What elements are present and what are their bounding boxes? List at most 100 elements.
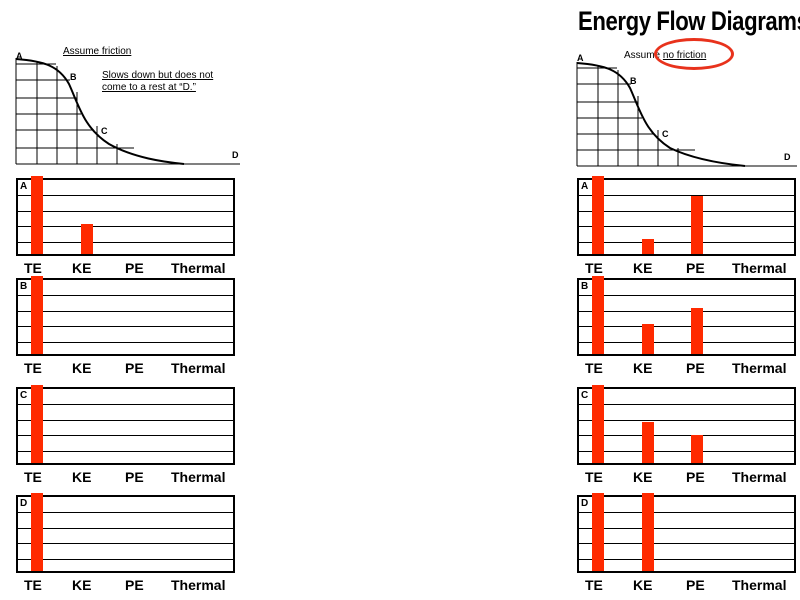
bar-ke [81,224,93,254]
friction-assumption: Assume friction [63,46,132,57]
category-label-pe: PE [686,577,705,593]
highlight-circle [654,38,734,70]
left-chart-d: D [16,493,235,573]
category-label-thermal: Thermal [732,469,787,485]
note-line-2: come to a rest at “D.” [102,82,196,93]
category-label-te: TE [24,260,42,276]
chart-panel-label: C [20,390,28,401]
chart-gridline [18,326,233,327]
chart-gridline [18,195,233,196]
chart-gridline [579,242,794,243]
right-point-c: C [662,129,669,139]
chart-gridline [579,195,794,196]
category-label-te: TE [585,360,603,376]
chart-gridline [18,420,233,421]
chart-gridline [579,326,794,327]
category-label-thermal: Thermal [732,577,787,593]
bar-ke [642,239,654,254]
chart-panel-label: C [581,390,589,401]
right-point-d: D [784,152,791,162]
chart-gridline [18,226,233,227]
left-track-curve [15,58,185,165]
chart-gridline [18,512,233,513]
bar-pe [691,308,703,354]
category-label-thermal: Thermal [171,360,226,376]
category-label-ke: KE [72,260,92,276]
category-label-te: TE [585,577,603,593]
category-label-ke: KE [72,469,92,485]
chart-panel-label: A [581,181,589,192]
note-line-1: Slows down but does not [102,70,214,81]
category-label-te: TE [24,360,42,376]
chart-gridline [579,559,794,560]
bar-te [592,385,604,463]
left-chart-c: C [16,385,235,465]
bar-te [592,493,604,571]
chart-gridline [579,435,794,436]
chart-gridline [579,451,794,452]
category-label-ke: KE [633,360,653,376]
right-point-a: A [577,53,584,63]
right-track-diagram [576,62,797,167]
bar-ke [642,324,654,354]
bar-ke [642,422,654,463]
chart-gridline [579,211,794,212]
left-track-grid [15,58,240,165]
category-label-thermal: Thermal [171,260,226,276]
category-label-te: TE [24,469,42,485]
chart-gridline [18,559,233,560]
right-point-b: B [630,76,637,86]
chart-panel-label: B [581,281,589,292]
category-label-pe: PE [686,360,705,376]
chart-gridline [579,528,794,529]
right-chart-c: C [577,385,796,465]
category-label-pe: PE [125,360,144,376]
chart-gridline [18,528,233,529]
right-chart-a: A [577,176,796,256]
bar-te [592,276,604,354]
category-label-thermal: Thermal [171,577,226,593]
right-track-grid [576,62,797,167]
chart-gridline [579,543,794,544]
chart-gridline [18,311,233,312]
chart-gridline [579,311,794,312]
bar-te [31,176,43,254]
category-label-te: TE [24,577,42,593]
chart-gridline [579,342,794,343]
bar-te [592,176,604,254]
chart-gridline [579,404,794,405]
bar-te [31,385,43,463]
chart-panel-label: D [20,498,28,509]
bar-te [31,493,43,571]
left-chart-a: A [16,176,235,256]
chart-gridline [579,226,794,227]
category-label-pe: PE [686,260,705,276]
chart-gridline [18,211,233,212]
bar-ke [642,493,654,571]
category-label-ke: KE [633,577,653,593]
left-track-diagram [15,58,240,165]
chart-gridline [18,295,233,296]
category-label-pe: PE [125,260,144,276]
chart-panel-label: D [581,498,589,509]
chart-gridline [18,404,233,405]
right-chart-d: D [577,493,796,573]
left-point-d: D [232,150,239,160]
category-label-thermal: Thermal [732,260,787,276]
chart-gridline [579,295,794,296]
chart-gridline [18,342,233,343]
chart-gridline [18,242,233,243]
category-label-ke: KE [72,360,92,376]
category-label-thermal: Thermal [732,360,787,376]
left-chart-b: B [16,276,235,356]
left-point-c: C [101,126,108,136]
left-point-b: B [70,72,77,82]
chart-gridline [18,543,233,544]
chart-gridline [579,420,794,421]
category-label-ke: KE [72,577,92,593]
category-label-pe: PE [686,469,705,485]
bar-te [31,276,43,354]
bar-pe [691,435,703,463]
category-label-ke: KE [633,260,653,276]
chart-panel-label: A [20,181,28,192]
